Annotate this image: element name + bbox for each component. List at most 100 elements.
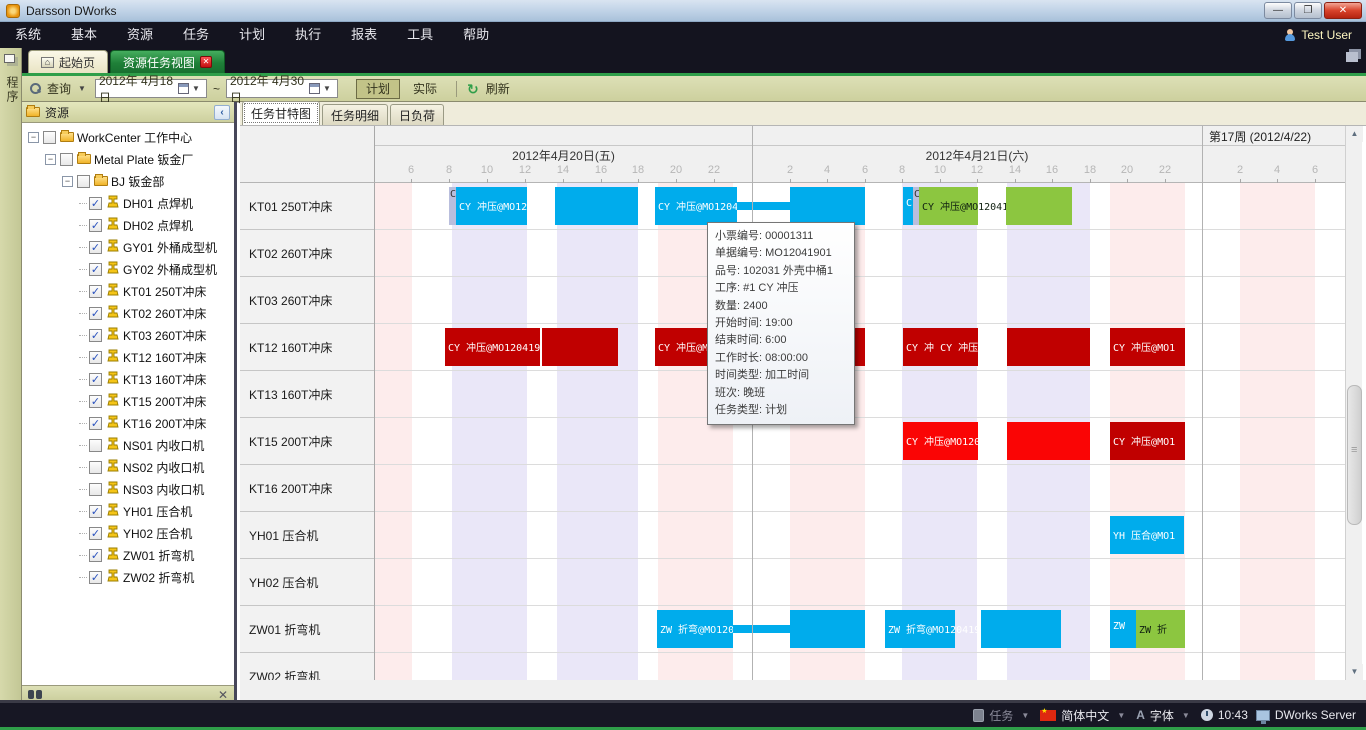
actual-toggle-button[interactable]: 实际 — [412, 82, 437, 96]
tree-checkbox[interactable]: ✓ — [89, 372, 102, 386]
task-bar[interactable]: C — [903, 187, 913, 225]
task-bar[interactable]: CY 冲 CY 冲压@MO12041904 — [903, 328, 1044, 366]
minimize-button[interactable]: — — [1264, 2, 1292, 19]
tree-node[interactable]: ✓ GY01 外桶成型机 — [22, 236, 234, 258]
tree-node[interactable]: ✓ YH02 压合机 — [22, 522, 234, 544]
tree-checkbox[interactable] — [43, 130, 56, 144]
menu-item-资源[interactable]: 资源 — [127, 27, 154, 42]
tree-node[interactable]: NS03 内收口机 — [22, 478, 234, 500]
tree-checkbox[interactable]: ✓ — [89, 240, 102, 254]
tree-checkbox[interactable]: ✓ — [89, 262, 102, 276]
task-bar[interactable]: CY 冲压@MO12041901 — [655, 187, 762, 225]
tree-checkbox[interactable]: ✓ — [89, 416, 102, 430]
status-language-menu[interactable]: 简体中文 ▼ — [1040, 707, 1128, 724]
tree-expander-icon[interactable]: − — [45, 153, 56, 165]
plan-toggle-button[interactable]: 计划 — [355, 78, 400, 99]
tree-node[interactable]: ✓ KT01 250T冲床 — [22, 280, 234, 302]
refresh-button[interactable]: 刷新 — [485, 82, 510, 96]
tree-checkbox[interactable]: ✓ — [89, 306, 102, 320]
tree-checkbox[interactable]: ✓ — [89, 350, 102, 364]
tree-checkbox[interactable]: ✓ — [89, 328, 102, 342]
status-font-menu[interactable]: A 字体 ▼ — [1136, 708, 1190, 723]
task-bar[interactable]: ZW 折弯@MO12041901 — [657, 610, 764, 648]
tree-node[interactable]: ✓ DH02 点焊机 — [22, 214, 234, 236]
tree-expander-icon[interactable]: − — [28, 131, 39, 143]
tree-node[interactable]: − WorkCenter 工作中心 — [22, 126, 234, 148]
menu-item-工具[interactable]: 工具 — [407, 27, 434, 42]
date-to-field[interactable]: 2012年 4月30日 ▼ — [225, 74, 338, 105]
task-bar[interactable]: YH 压合@MO1 — [1110, 516, 1184, 554]
tree-checkbox[interactable]: ✓ — [89, 548, 102, 562]
tree-checkbox[interactable] — [77, 174, 90, 188]
date-from-dropdown-icon[interactable]: ▼ — [192, 84, 200, 93]
tree-checkbox[interactable] — [60, 152, 73, 166]
tree-node[interactable]: ✓ KT03 260T冲床 — [22, 324, 234, 346]
task-bar[interactable] — [733, 625, 790, 633]
menu-item-执行[interactable]: 执行 — [295, 27, 322, 42]
tree-node[interactable]: ✓ KT16 200T冲床 — [22, 412, 234, 434]
tree-node[interactable]: ✓ YH01 压合机 — [22, 500, 234, 522]
tree-node[interactable]: ✓ ZW01 折弯机 — [22, 544, 234, 566]
task-bar[interactable] — [1007, 422, 1090, 460]
restore-button[interactable]: ❐ — [1294, 2, 1322, 19]
tree-checkbox[interactable]: ✓ — [89, 570, 102, 584]
tree-node[interactable]: ✓ KT02 260T冲床 — [22, 302, 234, 324]
tree-node[interactable]: ✓ KT12 160T冲床 — [22, 346, 234, 368]
gantt-tab-任务明细[interactable]: 任务明细 — [322, 104, 389, 125]
menu-item-报表[interactable]: 报表 — [351, 27, 378, 42]
task-bar[interactable]: CY 冲压@MO12041904 — [445, 328, 552, 366]
task-bar[interactable] — [790, 610, 865, 648]
task-bar[interactable] — [1006, 187, 1072, 225]
scroll-down-icon[interactable]: ▼ — [1346, 664, 1363, 680]
task-bar[interactable]: C — [449, 187, 456, 225]
clear-filter-icon[interactable]: ✕ — [217, 687, 228, 702]
tree-node[interactable]: NS02 内收口机 — [22, 456, 234, 478]
task-bar[interactable]: ZW 折 — [1136, 610, 1185, 648]
task-dropdown-icon[interactable]: ▼ — [1021, 710, 1030, 720]
task-bar[interactable] — [981, 610, 1061, 648]
gantt-tab-日负荷[interactable]: 日负荷 — [390, 104, 445, 125]
tree-expander-icon[interactable]: − — [62, 175, 73, 187]
task-bar[interactable] — [542, 328, 618, 366]
close-button[interactable]: ✕ — [1324, 2, 1362, 19]
date-to-dropdown-icon[interactable]: ▼ — [323, 84, 331, 93]
vertical-scrollbar[interactable]: ▲ ▼ — [1345, 126, 1363, 680]
task-bar[interactable]: CY 冲压@MO12041901 — [456, 187, 563, 225]
program-strip-label[interactable]: 程序 — [5, 76, 19, 104]
date-from-field[interactable]: 2012年 4月18日 ▼ — [94, 74, 207, 105]
collapse-panel-button[interactable]: ‹ — [214, 104, 230, 120]
tree-checkbox[interactable] — [89, 438, 102, 452]
tab-close-icon[interactable]: ✕ — [200, 56, 213, 68]
tree-node[interactable]: − Metal Plate 钣金厂 — [22, 148, 234, 170]
menu-item-基本[interactable]: 基本 — [71, 27, 98, 42]
tree-checkbox[interactable] — [89, 460, 102, 474]
task-bar[interactable]: CY 冲压@MO12041903 — [903, 422, 1010, 460]
tree-node[interactable]: ✓ ZW02 折弯机 — [22, 566, 234, 588]
tree-node[interactable]: ✓ KT15 200T冲床 — [22, 390, 234, 412]
task-bar[interactable] — [790, 187, 865, 225]
menu-item-任务[interactable]: 任务 — [183, 27, 210, 42]
calendar-icon[interactable] — [308, 83, 321, 94]
tree-checkbox[interactable]: ✓ — [89, 284, 102, 298]
menu-item-计划[interactable]: 计划 — [239, 27, 266, 42]
program-windows-icon[interactable] — [4, 54, 15, 63]
tab-resource-task-view[interactable]: 资源任务视图 ✕ — [110, 50, 226, 73]
vertical-scroll-thumb[interactable] — [1347, 385, 1362, 525]
language-dropdown-icon[interactable]: ▼ — [1117, 710, 1126, 720]
query-button[interactable]: 查询 — [47, 82, 72, 96]
tab-start-page[interactable]: ⌂ 起始页 — [28, 50, 109, 73]
tree-node[interactable]: ✓ GY02 外桶成型机 — [22, 258, 234, 280]
task-bar[interactable]: C — [913, 187, 920, 225]
task-bar[interactable] — [555, 187, 638, 225]
tree-node[interactable]: − BJ 钣金部 — [22, 170, 234, 192]
calendar-icon[interactable] — [177, 83, 190, 94]
task-bar[interactable]: CY 冲压@MO1 — [1110, 422, 1185, 460]
tree-checkbox[interactable]: ✓ — [89, 504, 102, 518]
tree-node[interactable]: NS01 内收口机 — [22, 434, 234, 456]
task-bar[interactable] — [1007, 328, 1090, 366]
task-bar[interactable]: ZW 折弯@MO12041901 — [885, 610, 992, 648]
scroll-up-icon[interactable]: ▲ — [1346, 126, 1363, 142]
gantt-tab-任务甘特图[interactable]: 任务甘特图 — [242, 101, 321, 125]
tree-checkbox[interactable]: ✓ — [89, 196, 102, 210]
menu-item-系统[interactable]: 系统 — [15, 27, 42, 42]
